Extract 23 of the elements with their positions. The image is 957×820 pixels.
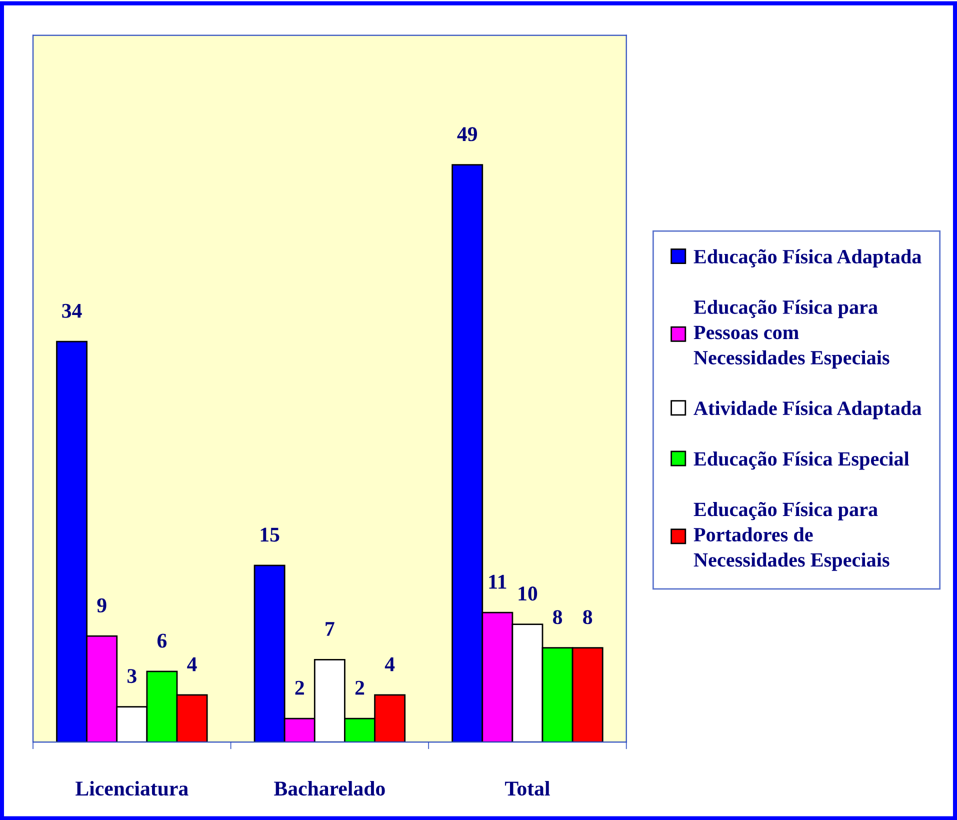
data-label: 3 (127, 669, 136, 684)
data-label: 34 (62, 304, 82, 318)
legend-label: Educação Física Adaptada (694, 249, 922, 268)
data-label: 11 (489, 574, 506, 589)
data-label: 10 (518, 586, 538, 601)
data-label: 8 (553, 610, 562, 624)
data-label: 2 (355, 680, 364, 695)
data-label: 49 (457, 127, 478, 142)
x-tick-label: Licenciatura (76, 780, 188, 796)
legend-label: Educação Física para Portadores de Necessidades Especiais (694, 502, 890, 571)
data-label: 2 (295, 680, 304, 695)
data-label: 7 (326, 622, 334, 636)
data-label: 8 (583, 610, 592, 624)
x-tick-label: Total (505, 780, 550, 796)
data-label: 9 (97, 598, 106, 612)
legend-label: Educação Física para Pessoas com Necessidades Especiais (694, 300, 890, 369)
data-label: 15 (260, 528, 280, 542)
legend-label: Educação Física Especial (694, 452, 910, 470)
legend-label: Atividade Física Adaptada (694, 400, 922, 420)
data-label: 4 (384, 657, 395, 672)
data-label: 4 (187, 657, 197, 672)
data-label: 6 (157, 634, 167, 648)
x-tick-label: Bacharelado (274, 780, 385, 796)
